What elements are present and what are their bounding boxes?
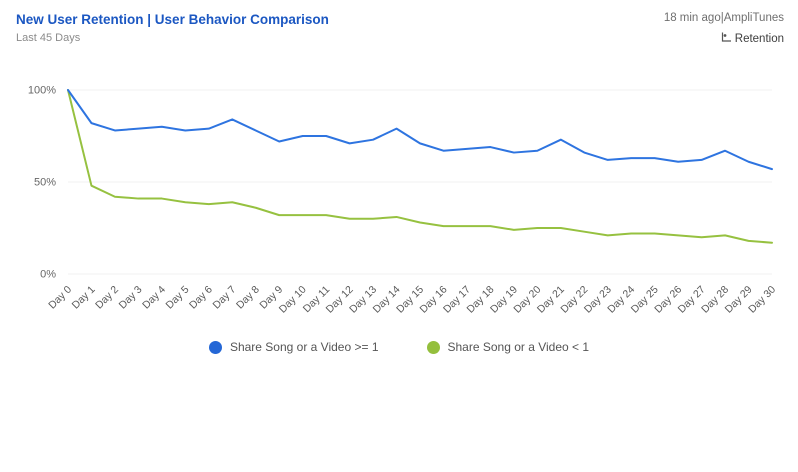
legend-label: Share Song or a Video >= 1 xyxy=(229,340,379,354)
last-updated-meta: 18 min ago|AmpliTunes xyxy=(663,12,784,24)
svg-text:100%: 100% xyxy=(28,85,56,97)
svg-text:Day 1: Day 1 xyxy=(70,284,98,312)
svg-text:Day 5: Day 5 xyxy=(164,284,192,312)
svg-text:Day 7: Day 7 xyxy=(211,284,239,312)
chart-subtitle: Last 45 Days xyxy=(16,32,81,44)
svg-text:Day 3: Day 3 xyxy=(117,284,145,312)
svg-text:0%: 0% xyxy=(40,269,56,281)
legend-label: Share Song or a Video < 1 xyxy=(447,340,590,354)
svg-text:Day 4: Day 4 xyxy=(140,284,168,312)
chart-type-indicator: Retention xyxy=(720,31,784,46)
chart-title[interactable]: New User Retention | User Behavior Compa… xyxy=(16,12,329,27)
legend-dot-blue xyxy=(208,340,222,354)
svg-text:Day 6: Day 6 xyxy=(187,284,215,312)
legend-item-gte1[interactable]: Share Song or a Video >= 1 xyxy=(208,340,379,354)
svg-text:Day 0: Day 0 xyxy=(46,284,74,312)
card-header: New User Retention | User Behavior Compa… xyxy=(0,0,798,48)
svg-text:50%: 50% xyxy=(34,177,56,189)
legend-item-lt1[interactable]: Share Song or a Video < 1 xyxy=(426,340,590,354)
header-left: New User Retention | User Behavior Compa… xyxy=(16,12,329,44)
svg-text:Day 2: Day 2 xyxy=(93,284,121,312)
svg-text:Day 8: Day 8 xyxy=(234,284,262,312)
chart-legend: Share Song or a Video >= 1 Share Song or… xyxy=(0,340,798,354)
retention-chart-icon xyxy=(720,31,732,46)
header-right: 18 min ago|AmpliTunes Retention xyxy=(664,12,784,48)
chart-type-label: Retention xyxy=(734,32,784,45)
legend-dot-green xyxy=(426,340,440,354)
svg-text:Day 30: Day 30 xyxy=(746,284,778,316)
